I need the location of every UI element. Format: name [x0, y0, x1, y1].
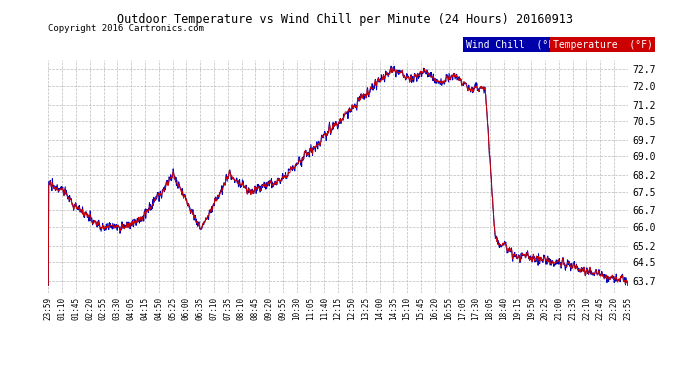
Text: Temperature  (°F): Temperature (°F) — [553, 39, 653, 50]
Text: Outdoor Temperature vs Wind Chill per Minute (24 Hours) 20160913: Outdoor Temperature vs Wind Chill per Mi… — [117, 13, 573, 26]
Text: Copyright 2016 Cartronics.com: Copyright 2016 Cartronics.com — [48, 24, 204, 33]
Text: Wind Chill  (°F): Wind Chill (°F) — [466, 39, 560, 50]
